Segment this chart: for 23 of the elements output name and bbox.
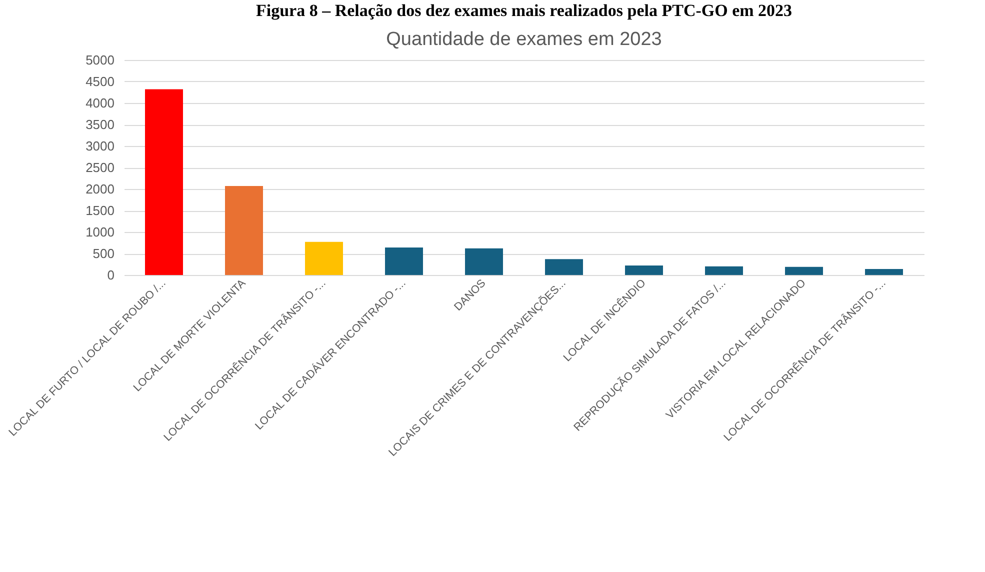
y-tick-label: 2500 [86,160,114,175]
y-tick-label: 3500 [86,117,114,132]
bar [385,247,423,275]
y-tick-label: 2000 [86,182,114,196]
y-tick-label: 3000 [86,138,114,154]
y-tick-label: 0 [107,268,114,282]
bar [305,242,343,275]
bar [545,259,583,275]
y-tick-label: 5000 [86,52,114,68]
chart-title: Figura 8 – Relação dos dez exames mais realizados pela PTC-GO em 2023 [256,1,792,20]
y-tick-label: 500 [92,246,114,261]
bar [465,248,503,275]
bar [705,266,743,275]
chart-subtitle: Quantidade de exames em 2023 [386,29,662,50]
bar [145,89,183,275]
y-tick-label: 4000 [86,96,114,110]
y-tick-label: 1000 [86,224,114,240]
bar [785,266,823,275]
bar [625,266,663,275]
y-tick-label: 1500 [86,203,114,218]
bar [225,186,263,275]
y-tick-label: 4500 [86,74,114,89]
bar [865,268,903,275]
